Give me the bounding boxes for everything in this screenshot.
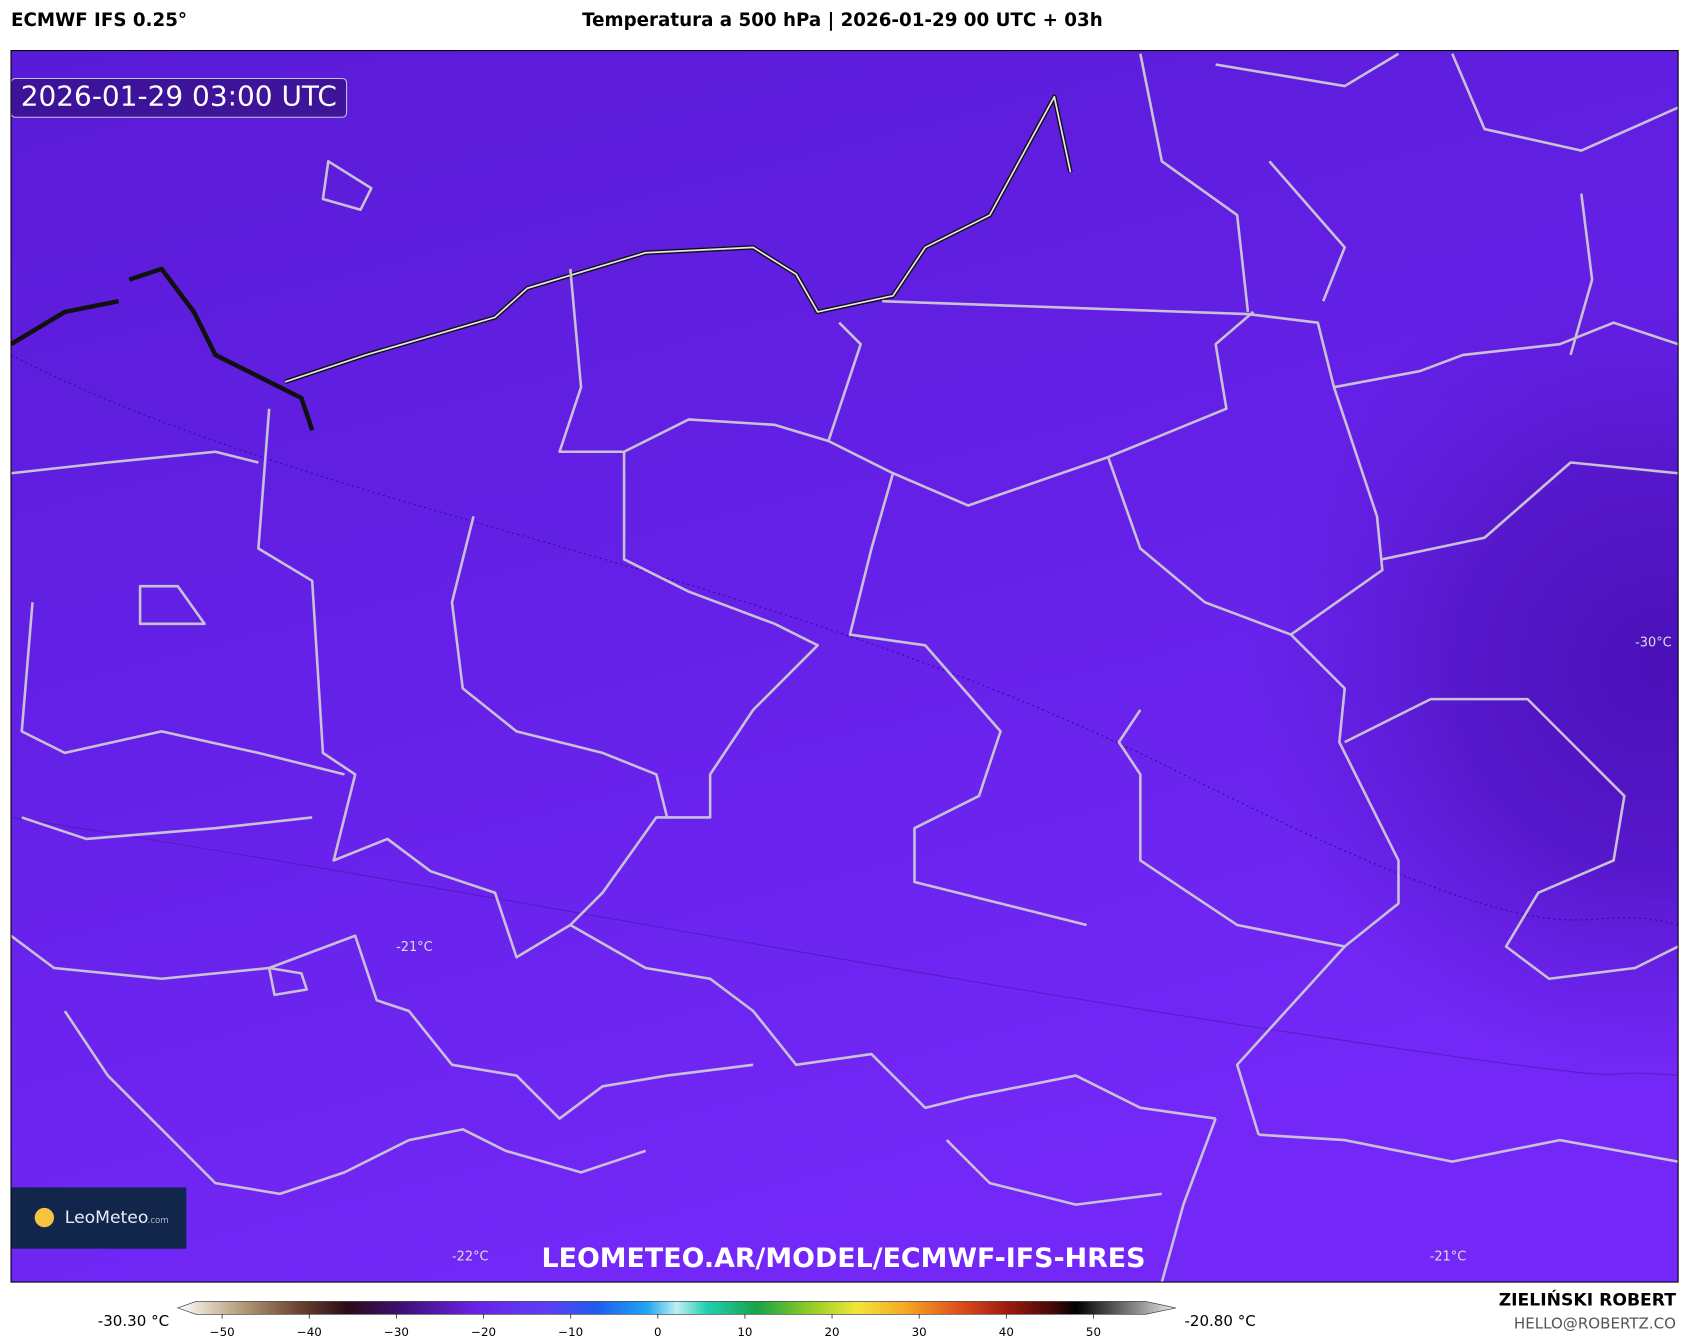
borders: [11, 52, 1679, 1283]
cold-core: [11, 50, 1679, 1283]
colorbar-tick-label: 20: [825, 1325, 840, 1338]
watermark: LEOMETEO.AR/MODEL/ECMWF-IFS-HRES: [541, 1243, 1145, 1274]
colorbar-tick-label: −10: [558, 1325, 583, 1338]
colorbar-tick-label: −30: [384, 1325, 409, 1338]
map-title: Temperatura a 500 hPa | 2026-01-29 00 UT…: [582, 10, 1103, 31]
colorbar-tick-label: 50: [1086, 1325, 1101, 1338]
colorbar: [176, 1301, 1176, 1315]
colorbar-tick-label: −20: [471, 1325, 496, 1338]
colorbar-tick-label: −50: [210, 1325, 235, 1338]
colorbar-tick-label: −40: [297, 1325, 322, 1338]
colorbar-min: -30.30 °C: [98, 1312, 169, 1330]
colorbar-tick-label: 0: [654, 1325, 662, 1338]
logo-suffix: .com: [148, 1216, 169, 1226]
author: ZIELIŃSKI ROBERT: [1499, 1289, 1677, 1311]
colorbar-tick-label: 10: [737, 1325, 752, 1338]
model-label: ECMWF IFS 0.25°: [11, 10, 187, 31]
map: 2026-01-29 03:00 UTC LeoMeteo .com LEOME…: [11, 50, 1679, 1283]
contour-label: -30°C: [1635, 635, 1672, 650]
isotherm: [11, 816, 1679, 1077]
colorbar-max: -20.80 °C: [1184, 1312, 1255, 1330]
timestamp: 2026-01-29 03:00 UTC: [21, 79, 337, 112]
logo-sun: [34, 1207, 55, 1228]
email: HELLO@ROBERTZ.CO: [1514, 1314, 1676, 1332]
contour-label: -22°C: [452, 1250, 489, 1265]
isotherm: [11, 354, 1679, 926]
timestamp-box: [11, 77, 348, 118]
contour-label: -21°C: [396, 940, 433, 955]
colorbar-tick-label: 30: [912, 1325, 927, 1338]
contour-label: -21°C: [1430, 1250, 1467, 1265]
logo-name: LeoMeteo: [65, 1208, 149, 1228]
map-frame: [10, 50, 1679, 1283]
colorbar-tick-label: 40: [999, 1325, 1014, 1338]
